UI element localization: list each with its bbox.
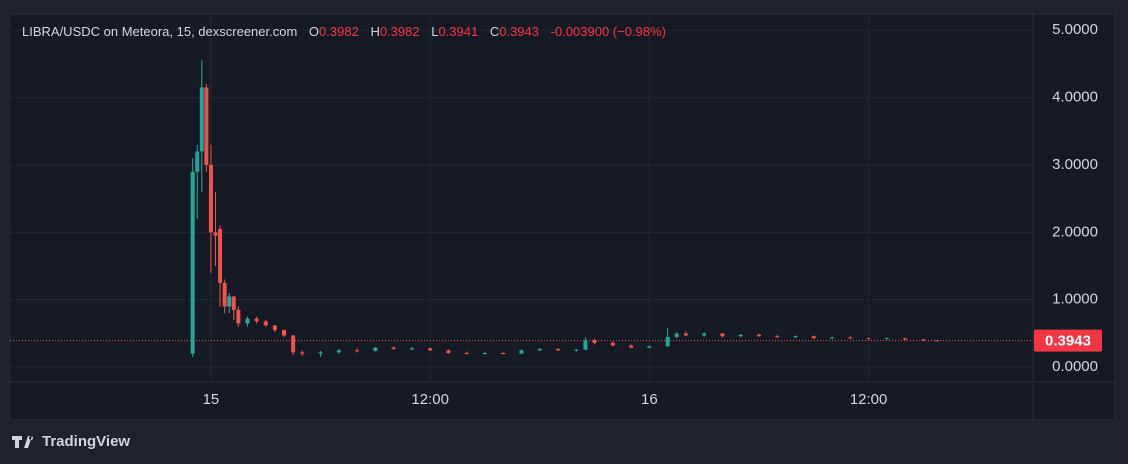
candle-body: [583, 340, 588, 350]
candle-body: [756, 334, 761, 337]
candle-body: [464, 353, 469, 355]
close-value: 0.3943: [499, 24, 539, 39]
candle-body: [227, 296, 232, 307]
candle-body: [884, 338, 889, 340]
candle-body: [409, 348, 414, 350]
candle-body: [245, 318, 250, 324]
candle-body: [738, 334, 743, 337]
brand-logo: [12, 436, 34, 448]
candle-body: [921, 339, 926, 341]
candle-body: [556, 348, 561, 351]
candle-body: [848, 337, 853, 339]
candle-body: [592, 340, 597, 343]
candle-body: [282, 330, 287, 336]
change-value: -0.003900 (−0.98%): [551, 24, 666, 39]
candle-body: [629, 345, 634, 348]
x-tick-label: 12:00: [411, 391, 449, 408]
last-price-tag: [1034, 329, 1102, 352]
y-tick-label: 5.0000: [1052, 21, 1098, 38]
candle-body: [373, 347, 378, 351]
y-tick-label: 3.0000: [1052, 156, 1098, 173]
candle-body: [501, 353, 506, 355]
candle-body: [610, 342, 615, 346]
grid: [10, 14, 1033, 382]
y-tick-label: 4.0000: [1052, 89, 1098, 106]
candle-body: [482, 353, 487, 355]
close-label: C: [490, 24, 499, 39]
candle-body: [208, 164, 213, 233]
candle-body: [428, 348, 433, 351]
candle-body: [665, 336, 670, 347]
candle-body: [291, 335, 296, 353]
candle-body: [199, 87, 204, 152]
high-value: 0.3982: [380, 24, 420, 39]
candle-body: [811, 336, 816, 339]
candle-body: [793, 336, 798, 338]
low-value: 0.3941: [438, 24, 478, 39]
candle-body: [236, 309, 241, 324]
candle-body: [222, 282, 227, 307]
candle-body: [391, 347, 396, 349]
brand-name: TradingView: [42, 433, 130, 450]
candle-body: [720, 333, 725, 337]
open-label: O: [309, 24, 319, 39]
candle-body: [537, 348, 542, 351]
legend: LIBRA/USDC on Meteora, 15, dexscreener.c…: [22, 24, 666, 39]
y-tick-label: 1.0000: [1052, 291, 1098, 308]
chart-panel: [9, 13, 1116, 421]
candle-body: [355, 350, 360, 352]
candle-body: [195, 151, 200, 172]
open-value: 0.3982: [319, 24, 359, 39]
symbol-title: LIBRA/USDC on Meteora, 15, dexscreener.c…: [22, 24, 297, 39]
low-label: L: [431, 24, 438, 39]
y-tick-label: 0.0000: [1052, 358, 1098, 375]
candle-body: [775, 336, 780, 338]
brand: TradingView: [12, 433, 130, 450]
candle-body: [213, 232, 218, 236]
candle-body: [830, 337, 835, 339]
candle-body: [300, 352, 305, 354]
candle-body: [263, 321, 268, 326]
candle-body: [231, 296, 236, 310]
candle-body: [336, 350, 341, 353]
candle-body: [446, 350, 451, 354]
candle-body: [702, 333, 707, 336]
last-price-label: 0.3943: [1045, 333, 1091, 350]
candle-body: [254, 318, 259, 322]
candle-body: [204, 87, 209, 165]
candle-body: [190, 171, 195, 354]
candle-body: [647, 346, 652, 348]
candle-body: [272, 325, 277, 331]
candle-body: [683, 333, 688, 336]
x-tick-label: 12:00: [850, 391, 888, 408]
high-label: H: [370, 24, 379, 39]
candles: [190, 60, 940, 358]
candle-body: [318, 352, 323, 354]
candle-body: [866, 338, 871, 340]
candle-body: [218, 229, 223, 283]
candle-body: [519, 350, 524, 354]
candle-body: [674, 333, 679, 337]
y-tick-label: 2.0000: [1052, 223, 1098, 240]
candle-body: [903, 338, 908, 340]
x-tick-label: 15: [203, 391, 220, 408]
x-tick-label: 16: [641, 391, 658, 408]
candle-body: [574, 349, 579, 351]
